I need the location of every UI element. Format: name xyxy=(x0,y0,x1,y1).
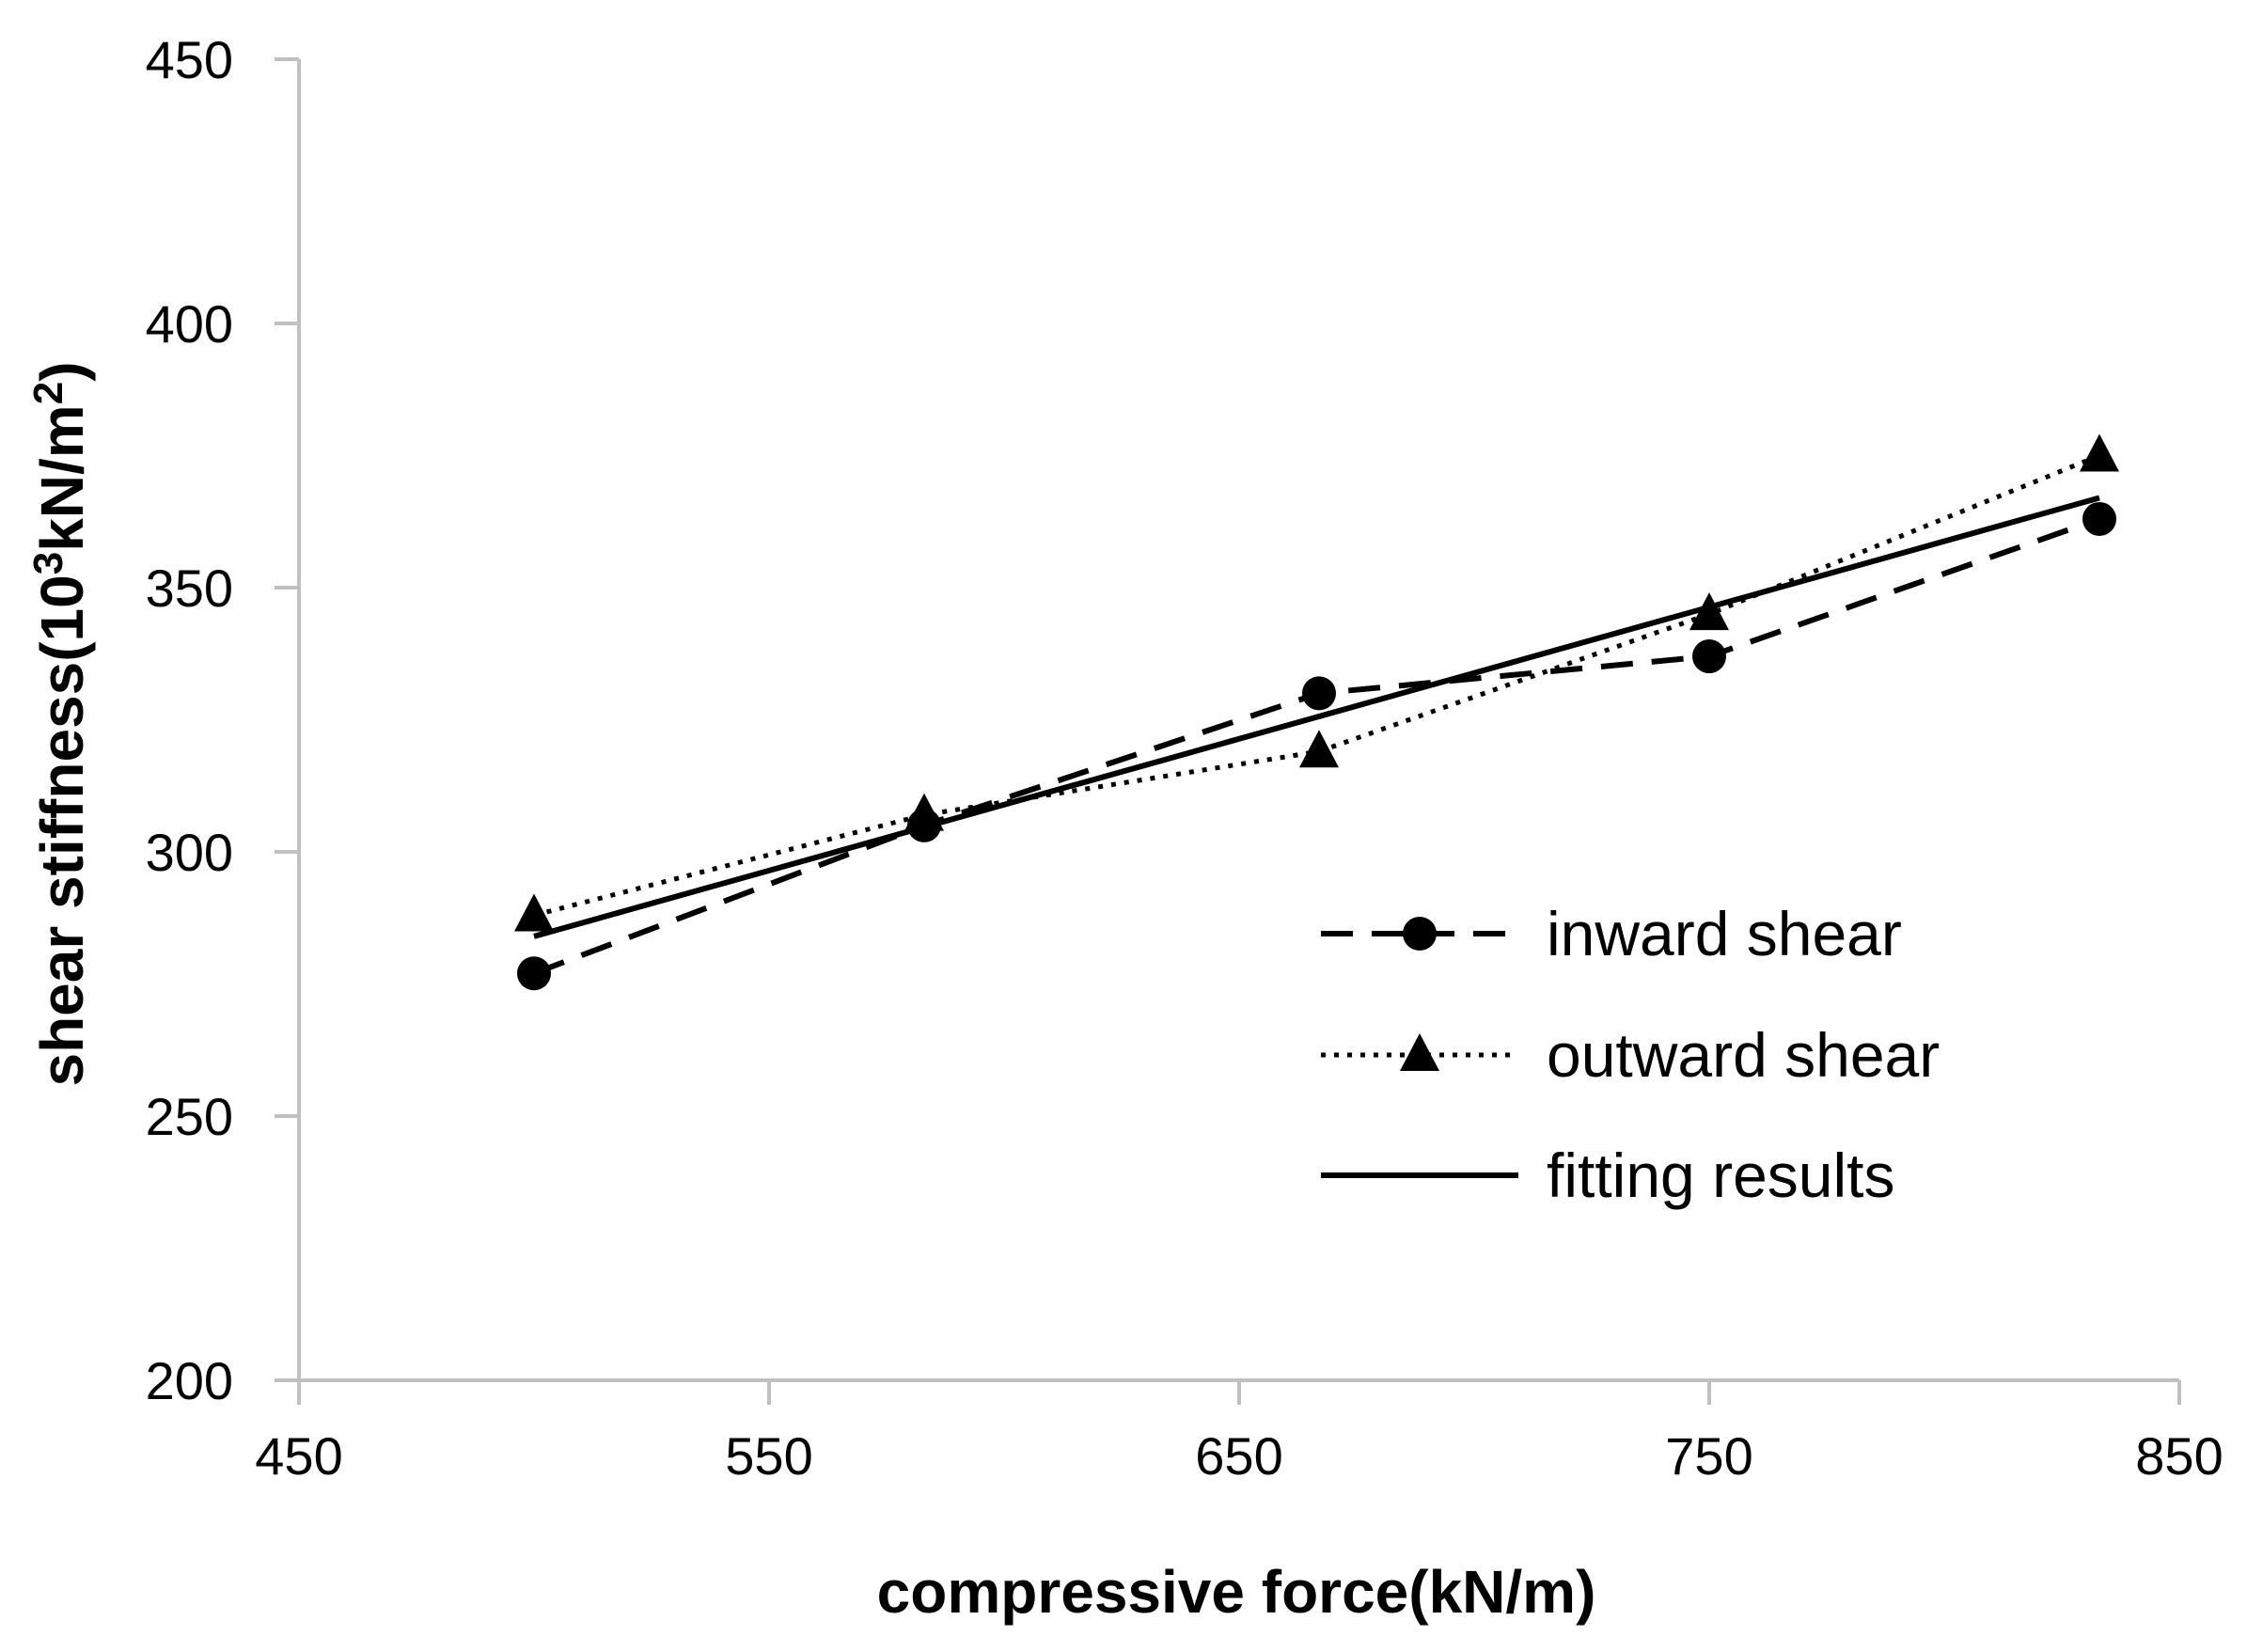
y-tick-label: 400 xyxy=(146,294,233,354)
y-axis-title-superscript: 2 xyxy=(25,382,71,404)
data-point xyxy=(1689,592,1729,631)
x-tick-label: 450 xyxy=(255,1426,342,1486)
data-point xyxy=(2080,433,2119,472)
series-line xyxy=(533,495,2100,939)
x-tick-label: 750 xyxy=(1665,1426,1752,1486)
x-tick-label: 650 xyxy=(1195,1426,1282,1486)
y-tick-label: 300 xyxy=(146,823,233,882)
y-tick-label: 200 xyxy=(146,1351,233,1410)
data-point xyxy=(1302,676,1336,711)
legend-label: outward shear xyxy=(1547,1020,1940,1090)
x-axis-title: compressive force(kN/m) xyxy=(877,1558,1596,1626)
data-point xyxy=(514,893,554,932)
y-tick-label: 350 xyxy=(146,559,233,618)
y-tick-label: 250 xyxy=(146,1087,233,1146)
series-line xyxy=(533,453,2100,918)
legend-marker xyxy=(1403,917,1437,951)
legend: inward shear outward shear fitting results xyxy=(1321,899,1940,1210)
y-axis-title-part: kN/m xyxy=(28,404,96,552)
x-tick-label: 550 xyxy=(725,1426,812,1486)
y-axis-title-part: ) xyxy=(28,361,96,381)
x-tick-label: 850 xyxy=(2135,1426,2223,1486)
y-axis-title-superscript: 3 xyxy=(25,552,71,574)
data-point xyxy=(1692,639,1726,674)
legend-label: inward shear xyxy=(1547,899,1902,968)
tick-labels: 200 250 300 350 400 450 450 550 650 750 850 xyxy=(146,30,2223,1486)
axes xyxy=(275,57,2181,1405)
legend-label: fitting results xyxy=(1547,1141,1894,1210)
data-point xyxy=(517,956,551,991)
y-axis-title: shear stiffness(103kN/m2) xyxy=(25,361,96,1086)
series-fitting-results xyxy=(533,495,2100,939)
y-axis-title-part: shear stiffness(10 xyxy=(28,574,96,1086)
series-inward-shear xyxy=(517,501,2116,991)
data-point xyxy=(1299,730,1339,768)
y-tick-label: 450 xyxy=(146,30,233,89)
legend-marker xyxy=(1400,1033,1439,1071)
series-layer xyxy=(514,433,2119,991)
data-point xyxy=(2082,501,2116,536)
